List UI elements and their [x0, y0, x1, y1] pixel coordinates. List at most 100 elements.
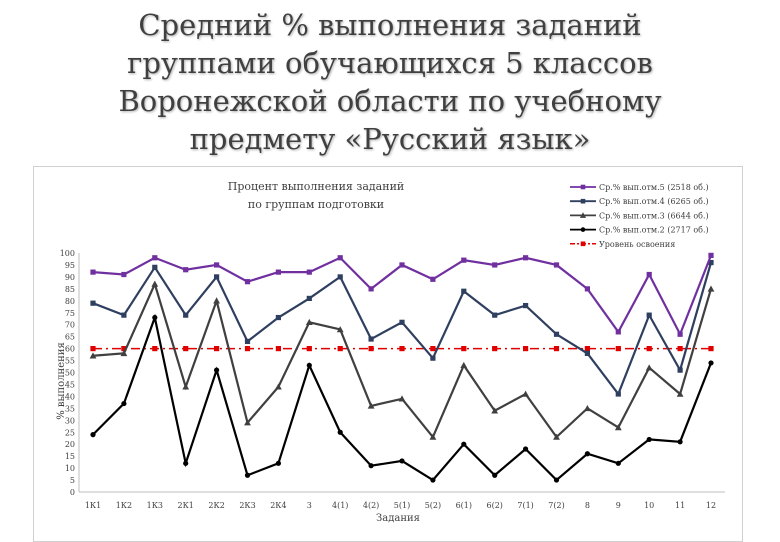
- chart-title-line: Процент выполнения заданий: [228, 180, 404, 193]
- legend-label: Ср.% вып.отм.3 (6644 об.): [599, 211, 709, 220]
- data-point: [337, 346, 343, 352]
- y-tick-label: 85: [65, 285, 75, 294]
- data-point: [337, 274, 343, 280]
- x-tick-label: 2К2: [208, 501, 224, 510]
- legend-item: Ср.% вып.отм.3 (6644 об.): [570, 211, 709, 220]
- x-tick-label: 2К4: [270, 501, 286, 510]
- data-point: [461, 346, 467, 352]
- data-point: [646, 346, 652, 352]
- data-point: [430, 477, 436, 483]
- series-line: [92, 280, 713, 440]
- data-point: [708, 346, 714, 352]
- data-point: [368, 336, 374, 342]
- data-point: [121, 271, 127, 278]
- data-point: [121, 400, 127, 407]
- legend-marker: [580, 198, 586, 204]
- x-tick-label: 1К3: [147, 501, 163, 510]
- data-point: [399, 458, 405, 464]
- data-point: [183, 346, 189, 352]
- y-tick-label: 90: [65, 273, 75, 282]
- data-point: [337, 429, 343, 435]
- x-tick-label: 1К2: [116, 501, 132, 510]
- chart-title-line: по группам подготовки: [248, 198, 384, 211]
- x-tick-label: 6(2): [486, 501, 502, 510]
- series-group: [90, 346, 714, 352]
- plot-area: 0 5 10 15 20 25 30 35 40 45 50 55 60 65 70 75 80 85 90 95 10…: [60, 249, 725, 510]
- data-point: [553, 433, 560, 440]
- y-tick-label: 60: [65, 345, 75, 354]
- data-point: [677, 346, 683, 352]
- data-point: [708, 360, 714, 366]
- y-axis-label: % выполнения: [56, 342, 67, 420]
- legend-marker: [580, 241, 586, 247]
- data-point: [614, 424, 622, 431]
- slide-title: Средний % выполнения заданий группами об…: [60, 6, 720, 158]
- data-point: [336, 326, 344, 333]
- y-tick-label: 30: [65, 416, 75, 425]
- x-tick-label: 10: [644, 501, 654, 510]
- data-point: [553, 346, 560, 352]
- data-point: [677, 367, 683, 373]
- y-tick-label: 95: [65, 261, 75, 270]
- series-group: [90, 259, 714, 397]
- data-point: [646, 436, 652, 443]
- data-point: [461, 257, 467, 263]
- x-tick-label: 4(1): [332, 501, 348, 510]
- x-tick-label: 7(2): [548, 501, 564, 510]
- data-point: [645, 364, 653, 371]
- series-line: [92, 262, 713, 397]
- x-tick-label: 2К3: [239, 501, 255, 510]
- data-point: [275, 460, 281, 466]
- slide-title-line: группами обучающихся 5 классов: [127, 46, 653, 80]
- data-point: [676, 390, 684, 397]
- data-point: [553, 262, 560, 268]
- data-point: [646, 271, 652, 278]
- x-tick-label: 5(2): [425, 501, 441, 510]
- y-tick-label: 80: [65, 297, 75, 306]
- data-point: [430, 355, 436, 361]
- data-point: [584, 346, 590, 352]
- data-point: [430, 276, 436, 282]
- x-axis-label: Задания: [376, 513, 420, 524]
- data-point: [213, 297, 220, 304]
- data-point: [120, 349, 128, 357]
- legend-marker: [579, 212, 587, 218]
- x-tick-label: 2К1: [178, 501, 194, 510]
- series-group: [90, 313, 714, 483]
- data-point: [584, 350, 590, 356]
- data-point: [707, 285, 715, 292]
- data-point: [244, 419, 251, 426]
- legend-marker: [580, 227, 586, 232]
- data-point: [615, 391, 621, 397]
- data-point: [244, 338, 251, 345]
- legend-label: Ср.% вып.отм.2 (2717 об.): [599, 226, 709, 235]
- data-point: [399, 262, 405, 268]
- data-point: [244, 346, 251, 352]
- series-group: [89, 280, 715, 440]
- legend-item: Уровень освоения: [570, 240, 675, 249]
- data-point: [214, 262, 220, 268]
- data-point: [183, 460, 189, 466]
- data-point: [306, 362, 312, 368]
- x-tick-label: 5(1): [394, 501, 410, 510]
- data-point: [491, 407, 499, 414]
- data-point: [461, 441, 467, 447]
- data-point: [90, 269, 96, 275]
- data-point: [492, 262, 498, 268]
- data-point: [275, 346, 281, 352]
- y-tick-label: 65: [65, 333, 75, 342]
- data-point: [152, 264, 158, 270]
- data-point: [368, 346, 374, 352]
- series-group: [90, 252, 714, 337]
- data-point: [553, 477, 560, 483]
- data-point: [90, 346, 96, 352]
- x-tick-label: 3: [307, 501, 312, 510]
- data-point: [522, 390, 529, 397]
- data-point: [275, 269, 281, 275]
- data-point: [399, 319, 405, 325]
- data-point: [275, 314, 281, 321]
- data-point: [90, 432, 96, 438]
- y-tick-label: 55: [65, 357, 75, 366]
- data-point: [492, 472, 498, 478]
- data-point: [214, 274, 220, 280]
